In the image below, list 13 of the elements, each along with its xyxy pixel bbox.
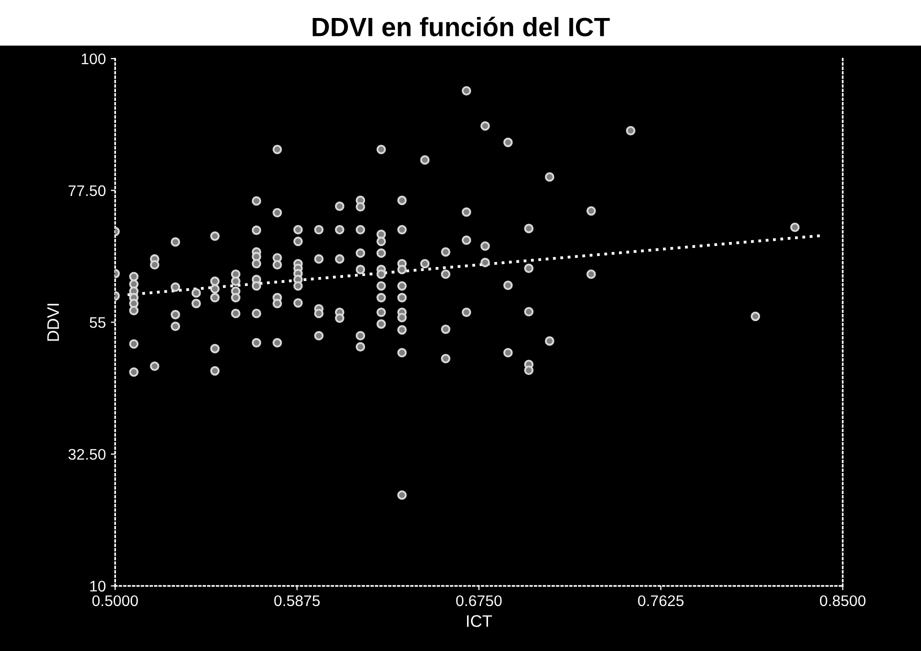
- x-tick-label: 0.8500: [820, 595, 866, 606]
- y-tick-label: 77.50: [68, 185, 106, 196]
- y-tick-label: 32.50: [68, 448, 106, 460]
- x-tick-label: 0.5000: [92, 595, 138, 606]
- y-axis-title: DDVI: [47, 304, 59, 341]
- y-tick-label: 55: [90, 317, 106, 328]
- x-tick-label: 0.7625: [638, 595, 684, 606]
- x-tick-label: 0.5875: [274, 595, 320, 606]
- x-tick-label: 0.6750: [456, 595, 502, 606]
- chart-title: DDVI en función del ICT: [312, 16, 610, 36]
- y-tick-label: 10: [90, 580, 106, 592]
- y-tick-label: 100: [82, 53, 106, 64]
- x-axis-title: ICT: [467, 615, 492, 627]
